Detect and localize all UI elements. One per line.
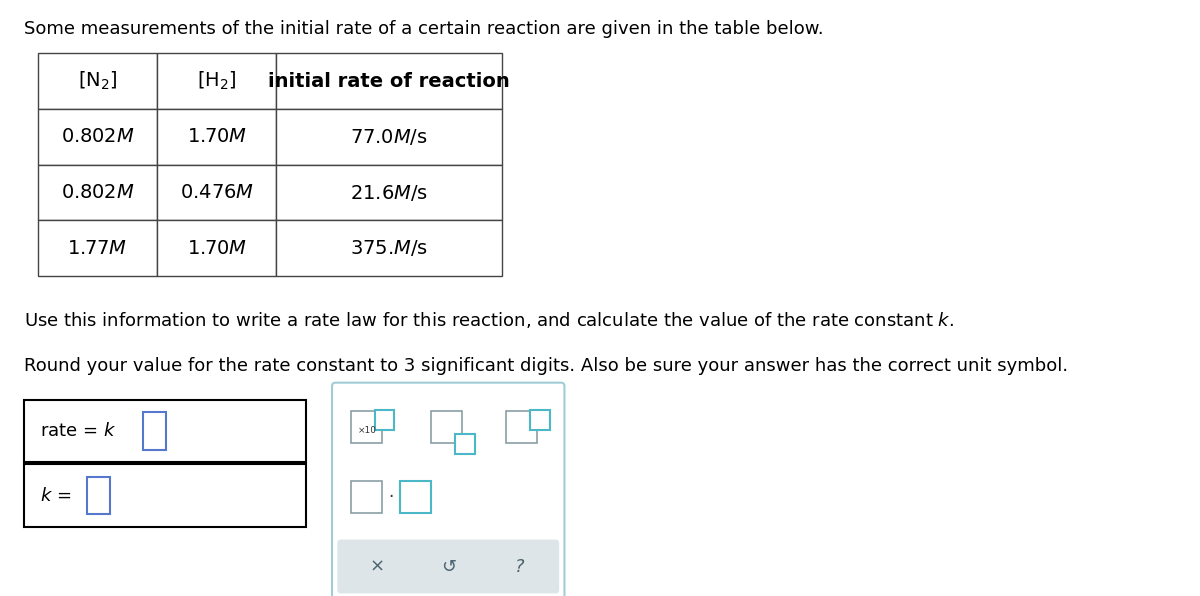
Text: 0.802$\mathit{M}$: 0.802$\mathit{M}$ [60,128,134,147]
Bar [143,412,166,450]
Bar [37,164,157,221]
Bar [37,109,157,164]
Text: ×: × [370,557,384,576]
Bar [276,221,502,276]
Bar [455,434,474,454]
Text: 0.476$\mathit{M}$: 0.476$\mathit{M}$ [180,183,253,202]
Bar [374,411,394,430]
Bar [37,54,157,109]
Bar [276,109,502,164]
Text: Use this information to write a rate law for this reaction, and calculate the va: Use this information to write a rate law… [24,310,954,330]
Text: $[\mathrm{H_2}]$: $[\mathrm{H_2}]$ [197,70,236,92]
Text: 1.77$\mathit{M}$: 1.77$\mathit{M}$ [67,238,127,257]
Text: initial rate of reaction: initial rate of reaction [268,72,510,91]
Bar [157,109,276,164]
Text: $k$ =: $k$ = [40,487,71,505]
Bar [157,164,276,221]
Bar [276,54,502,109]
Text: 0.802$\mathit{M}$: 0.802$\mathit{M}$ [60,183,134,202]
Text: $[\mathrm{N_2}]$: $[\mathrm{N_2}]$ [78,70,118,92]
Text: 375.$\mathit{M}$/s: 375.$\mathit{M}$/s [350,238,428,258]
Bar [431,411,462,443]
Text: ×10: ×10 [358,426,377,434]
Bar [352,482,383,513]
Bar [400,482,431,513]
Text: ↺: ↺ [440,557,456,576]
Text: ?: ? [515,557,524,576]
Text: Some measurements of the initial rate of a certain reaction are given in the tab: Some measurements of the initial rate of… [24,20,823,38]
Text: Round your value for the rate constant to 3 significant digits. Also be sure you: Round your value for the rate constant t… [24,356,1068,375]
Text: 1.70$\mathit{M}$: 1.70$\mathit{M}$ [186,238,247,257]
Bar [37,221,157,276]
Bar [276,164,502,221]
Text: 77.0$\mathit{M}$/s: 77.0$\mathit{M}$/s [350,127,428,147]
Bar [157,221,276,276]
Bar [88,477,110,514]
Bar [506,411,538,443]
Text: 1.70$\mathit{M}$: 1.70$\mathit{M}$ [186,128,247,147]
Text: rate = $k$: rate = $k$ [40,422,115,440]
Text: 21.6$\mathit{M}$/s: 21.6$\mathit{M}$/s [350,182,428,203]
Text: ·: · [389,488,394,506]
FancyBboxPatch shape [332,383,564,596]
Bar [352,411,383,443]
Bar [530,411,550,430]
FancyBboxPatch shape [337,539,559,594]
Bar [24,464,306,527]
Bar [157,54,276,109]
Bar [24,400,306,462]
